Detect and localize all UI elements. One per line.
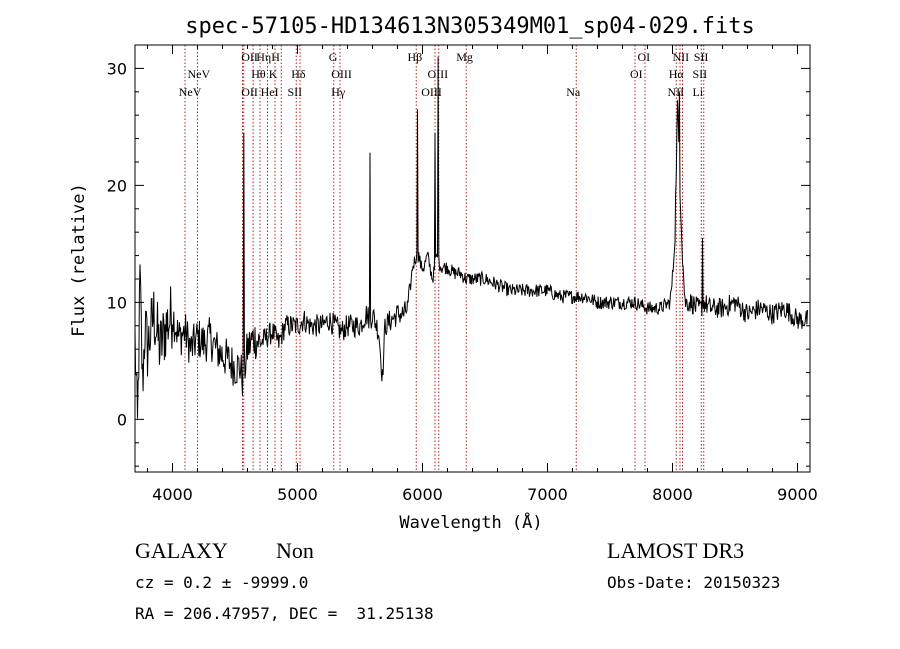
y-axis-label: Flux (relative) [69,183,89,337]
x-tick-label: 7000 [527,485,568,504]
line-label: Hη [256,50,271,64]
y-tick-label: 30 [107,59,127,78]
chart-title: spec-57105-HD134613N305349M01_sp04-029.f… [185,14,755,39]
redshift-line: cz = 0.2 ± -9999.0 [135,573,309,592]
x-tick-label: 4000 [152,485,193,504]
line-label: H [271,50,280,64]
line-label: OII [241,50,258,64]
line-label: HeI [261,85,279,99]
line-label: Mg [456,50,473,64]
line-label: OI [630,67,643,81]
line-label: K [269,67,278,81]
x-tick-label: 6000 [402,485,443,504]
x-axis: 4000 5000 6000 7000 8000 9000 [147,45,818,504]
line-label: OII [241,85,258,99]
series-group [134,56,808,419]
line-label: Li [693,85,704,99]
line-marker-group [184,45,705,472]
line-label: Na [566,85,581,99]
y-tick-label: 10 [107,293,127,312]
x-axis-label: Wavelength (Å) [399,511,542,533]
line-label: NeV [188,67,211,81]
line-label: OIII [421,85,442,99]
line-label: SII [693,67,708,81]
line-label: Hα [669,67,685,81]
y-tick-label: 20 [107,176,127,195]
plot-frame [134,44,811,473]
line-label: NII [668,85,685,99]
object-class: GALAXY [135,538,228,563]
y-tick-label: 0 [117,410,127,429]
line-label: Hδ [291,67,306,81]
line-label: NII [673,50,690,64]
line-label: SII [694,50,709,64]
observation-date: Obs-Date: 20150323 [607,573,781,592]
line-label: Hθ [251,67,266,81]
spectrum-line [134,56,808,419]
line-label: SII [288,85,303,99]
line-label: OI [638,50,651,64]
survey-name: LAMOST DR3 [607,538,745,563]
x-tick-label: 5000 [277,485,318,504]
line-label: Hγ [331,85,346,99]
x-tick-label: 9000 [777,485,818,504]
line-label: NeV [179,85,202,99]
object-subclass: Non [276,538,314,563]
x-tick-label: 8000 [652,485,693,504]
line-label: OIII [331,67,352,81]
line-label: G [329,50,338,64]
line-label: Hβ [408,50,423,64]
y-axis: 0 10 20 30 [107,44,810,467]
coordinates-line: RA = 206.47957, DEC = 31.25138 [135,604,434,623]
